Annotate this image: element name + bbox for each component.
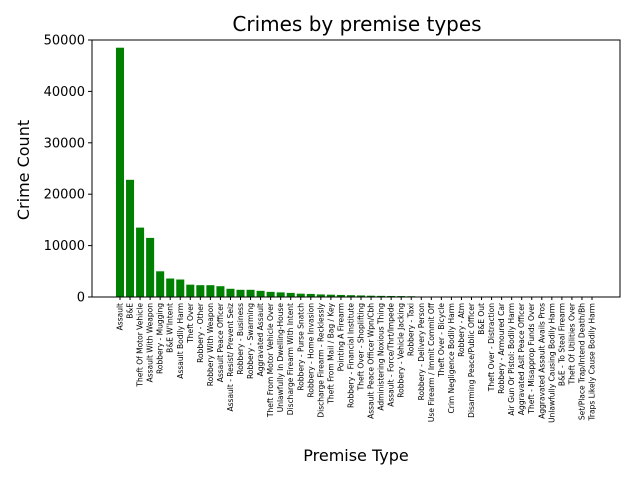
y-tick-label: 40000 — [44, 85, 85, 100]
x-tick-label: Discharge Firearm - Recklessly — [316, 302, 325, 417]
bar-21 — [326, 294, 335, 297]
bar-2 — [136, 227, 145, 297]
x-tick-label: Robbery - Home Invasion — [306, 303, 315, 398]
y-tick-label: 10000 — [44, 239, 85, 254]
x-tick-label: Crim Negligence Bodily Harm — [447, 303, 456, 413]
bar-5 — [166, 278, 175, 297]
bar-14 — [256, 290, 265, 297]
x-tick-label: Assault - Force/Thrt/Impede — [387, 303, 396, 407]
bar-20 — [316, 294, 325, 297]
y-axis: 0 10000 20000 30000 40000 50000 — [44, 34, 92, 306]
x-tick-label: Assault With Weapon — [146, 303, 155, 383]
bar-8 — [196, 285, 205, 297]
x-tick-label: B&E - To Steal Firearm — [557, 303, 566, 386]
y-axis-label: Crime Count — [14, 120, 33, 220]
bar-4 — [156, 271, 165, 297]
bar-9 — [206, 285, 215, 297]
x-tick-label: Robbery - Financial Institute — [346, 303, 355, 408]
x-tick-label: Theft Over - Shoplifting — [357, 303, 366, 392]
bar-3 — [146, 237, 155, 297]
x-tick-label: B&E — [126, 303, 135, 319]
x-tick-label: Assault - Resist/ Prevent Seiz — [226, 303, 235, 412]
bar-16 — [276, 292, 285, 297]
x-tick-label: Set/Place Trap/Intend Death/Bh — [577, 303, 586, 420]
x-tick-label: Aggravated Aslt Peace Officer — [517, 302, 526, 415]
x-axis-label: Premise Type — [303, 446, 408, 465]
x-tick-label: Robbery - Other — [196, 302, 205, 363]
x-tick-label: Robbery - Purse Snatch — [296, 303, 305, 391]
x-tick-label: Disarming Peace/Public Officer — [467, 302, 476, 418]
x-tick-label: Robbery - Atm — [457, 303, 466, 357]
x-tick-label: Aggravated Assault — [256, 303, 265, 376]
x-tick-label: Theft Over - Distraction — [487, 303, 496, 392]
x-tick-label: Robbery With Weapon — [206, 303, 215, 386]
bar-19 — [306, 293, 315, 297]
x-tick-label: B&E W'Intent — [166, 303, 175, 353]
bar-series — [115, 47, 597, 298]
x-tick-label: Use Firearm / Immit Commit Off — [427, 302, 436, 422]
bar-1 — [126, 179, 135, 297]
plot-frame — [91, 39, 621, 298]
bar-17 — [286, 292, 295, 297]
x-tick-label: Theft Of Motor Vehicle — [136, 303, 145, 388]
y-tick-label: 20000 — [44, 188, 85, 203]
bar-26 — [377, 295, 386, 297]
x-tick-label: Assault Bodily Harm — [176, 303, 185, 379]
x-tick-label: B&E Out — [477, 303, 486, 335]
x-axis: Assault B&E Theft Of Motor Vehicle Assault … — [116, 297, 597, 423]
x-tick-label: Administering Noxious Thing — [377, 303, 386, 411]
bar-23 — [346, 295, 355, 297]
x-tick-label: Theft Of Utilities Over — [567, 302, 576, 385]
bar-22 — [336, 294, 345, 297]
bar-27 — [387, 295, 396, 297]
bar-11 — [226, 288, 235, 297]
x-tick-label: Discharge Firearm With Intent — [286, 303, 295, 415]
x-tick-label: Aggravated Assault Avails Pros — [537, 303, 546, 419]
x-tick-label: Robbery - Vehicle Jacking — [397, 303, 406, 398]
bar-6 — [176, 279, 185, 297]
x-tick-label: Unlawfully In Dwelling-House — [276, 303, 285, 413]
x-tick-label: Assault Peace Officer Wpn/Cbh — [367, 303, 376, 419]
bar-18 — [296, 293, 305, 297]
x-tick-label: Assault Peace Officer — [216, 302, 225, 382]
x-tick-label: Unlawfully Causing Bodily Harm — [547, 303, 556, 423]
bar-24 — [357, 295, 366, 297]
x-tick-label: Pointing A Firearm — [336, 303, 345, 371]
bar-0 — [115, 47, 125, 298]
x-tick-label: Traps Likely Cause Bodily Harm — [588, 303, 597, 422]
chart-title: Crimes by premise types — [232, 12, 481, 36]
y-tick-label: 30000 — [44, 136, 85, 151]
bar-25 — [367, 295, 376, 297]
bar-15 — [266, 291, 275, 297]
bar-10 — [216, 286, 225, 297]
x-tick-label: Theft From Mail / Bag / Key — [326, 302, 335, 404]
x-tick-label: Robbery - Armoured Car — [497, 302, 506, 394]
x-tick-label: Robbery - Taxi — [407, 303, 416, 356]
bar-12 — [236, 289, 245, 297]
x-tick-label: Robbery - Swarming — [246, 303, 255, 379]
x-tick-label: Theft Over — [186, 302, 195, 344]
x-tick-label: Robbery - Mugging — [156, 303, 165, 374]
y-tick-label: 0 — [77, 291, 85, 306]
y-tick-label: 50000 — [44, 34, 85, 49]
bar-13 — [246, 289, 255, 297]
x-tick-label: Theft From Motor Vehicle Over — [266, 302, 275, 418]
x-tick-label: Theft Over - Bicycle — [437, 303, 446, 378]
x-tick-label: Theft - Misapprop Funds Over — [527, 302, 536, 415]
x-tick-label: Air Gun Or Pistol: Bodily Harm — [507, 303, 516, 416]
x-tick-label: Robbery - Delivery Person — [417, 303, 426, 401]
x-tick-label: Assault — [116, 303, 125, 330]
bar-7 — [186, 284, 195, 297]
x-tick-label: Robbery - Business — [236, 303, 245, 375]
